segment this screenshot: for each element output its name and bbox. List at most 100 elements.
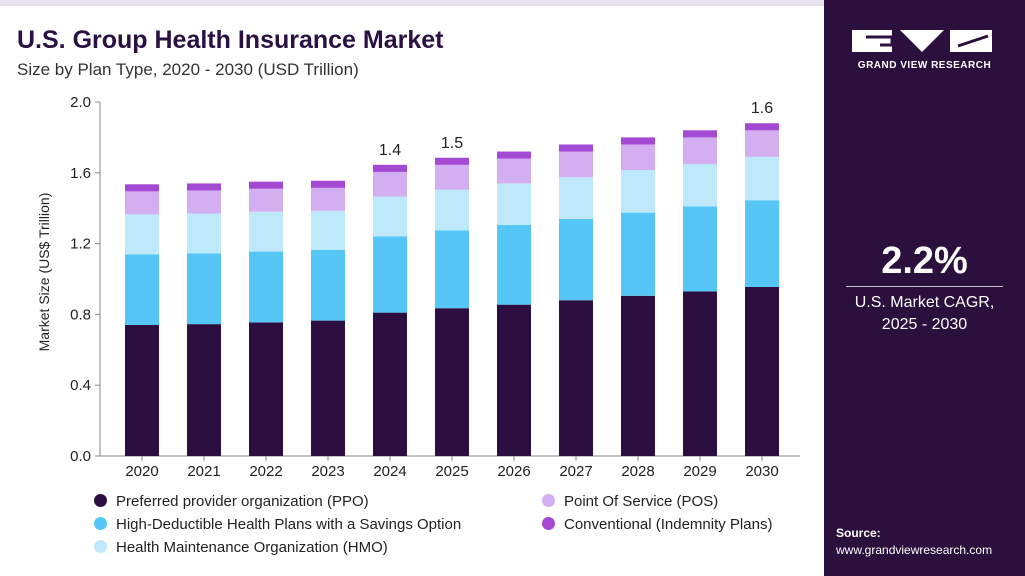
- bar-segment-ppo: [249, 322, 283, 456]
- legend-swatch-hmo: [94, 540, 107, 553]
- cagr-label-line2: 2025 - 2030: [881, 316, 968, 333]
- bar-segment-hmo: [683, 163, 717, 207]
- x-tick-label: 2022: [249, 463, 282, 480]
- bar-segment-hmo: [745, 156, 779, 201]
- x-tick-label: 2020: [125, 463, 158, 480]
- x-tick-label: 2027: [559, 463, 592, 480]
- top-border: [0, 0, 824, 6]
- bar-segment-pos: [559, 151, 593, 178]
- legend-item-pos: Point Of Service (POS): [542, 493, 718, 510]
- legend-label-pos: Point Of Service (POS): [564, 493, 719, 510]
- bar-segment-conventional: [745, 123, 779, 131]
- bar-segment-ppo: [125, 325, 159, 456]
- bar-segment-hdhp: [249, 251, 283, 323]
- bar-segment-ppo: [187, 324, 221, 456]
- bar-segment-pos: [249, 188, 283, 212]
- bar-segment-hdhp: [373, 236, 407, 313]
- y-tick-label: 0.8: [70, 306, 91, 323]
- legend-item-hdhp: High-Deductible Health Plans with a Savi…: [94, 516, 461, 533]
- bar-total-label: 1.5: [441, 135, 463, 152]
- bar-segment-pos: [125, 191, 159, 215]
- y-axis-label: Market Size (US$ Trillion): [36, 192, 52, 352]
- bar-segment-pos: [745, 130, 779, 157]
- y-tick-label: 0.4: [70, 377, 91, 394]
- bar-segment-conventional: [373, 164, 407, 172]
- bar-segment-conventional: [683, 130, 717, 138]
- bar-segment-ppo: [683, 291, 717, 456]
- x-tick-label: 2021: [187, 463, 220, 480]
- bar-segment-hmo: [125, 214, 159, 255]
- y-tick-label: 1.6: [70, 165, 91, 182]
- chart-subtitle: Size by Plan Type, 2020 - 2030 (USD Tril…: [17, 60, 359, 79]
- bar-segment-hdhp: [745, 200, 779, 287]
- legend-swatch-conventional: [542, 517, 555, 530]
- x-tick-label: 2024: [373, 463, 406, 480]
- bar-segment-ppo: [373, 312, 407, 456]
- bar-segment-pos: [497, 158, 531, 184]
- x-tick-label: 2028: [621, 463, 654, 480]
- bar-segment-conventional: [125, 184, 159, 192]
- legend-swatch-ppo: [94, 494, 107, 507]
- bar-segment-ppo: [621, 295, 655, 456]
- bar-segment-pos: [683, 137, 717, 164]
- x-tick-label: 2023: [311, 463, 344, 480]
- x-tick-label: 2025: [435, 463, 468, 480]
- bar-segment-ppo: [745, 286, 779, 456]
- chart-title: U.S. Group Health Insurance Market: [17, 26, 444, 54]
- legend-item-hmo: Health Maintenance Organization (HMO): [94, 539, 388, 556]
- source-label: Source:: [836, 526, 881, 540]
- legend-item-ppo: Preferred provider organization (PPO): [94, 493, 369, 510]
- source-url[interactable]: www.grandviewresearch.com: [836, 543, 993, 557]
- bar-segment-hmo: [497, 183, 531, 226]
- cagr-value: 2.2%: [881, 240, 968, 282]
- bar-segment-ppo: [559, 300, 593, 456]
- legend-label-hdhp: High-Deductible Health Plans with a Savi…: [116, 516, 462, 533]
- bar-segment-ppo: [435, 308, 469, 456]
- bar-segment-hdhp: [683, 206, 717, 292]
- legend-swatch-pos: [542, 494, 555, 507]
- legend-label-hmo: Health Maintenance Organization (HMO): [116, 539, 388, 556]
- bar-segment-hmo: [373, 196, 407, 237]
- y-tick-label: 1.2: [70, 236, 91, 253]
- bar-segment-hdhp: [435, 230, 469, 309]
- bar-segment-hmo: [621, 170, 655, 213]
- bar-segment-ppo: [497, 304, 531, 456]
- bar-total-label: 1.6: [751, 100, 773, 117]
- bar-segment-pos: [373, 171, 407, 197]
- brand-name: GRAND VIEW RESEARCH: [857, 60, 992, 71]
- bar-segment-hdhp: [559, 218, 593, 301]
- bar-segment-hdhp: [125, 254, 159, 326]
- y-tick-label: 0.0: [70, 448, 91, 465]
- legend-label-ppo: Preferred provider organization (PPO): [116, 493, 369, 510]
- cagr-label-line1: U.S. Market CAGR,: [854, 294, 995, 311]
- bar-segment-conventional: [559, 144, 593, 152]
- x-tick-label: 2026: [497, 463, 530, 480]
- bar-segment-conventional: [621, 137, 655, 145]
- stacked-bar-chart: 0.0 0.4 0.8 1.2 1.6 2.0 2020 2021 2022 2023 2024 20…: [70, 94, 800, 480]
- cagr-label: U.S. Market CAGR, 2025 - 2030: [824, 292, 1025, 336]
- bar-segment-hmo: [311, 210, 345, 250]
- x-tick-label: 2030: [745, 463, 778, 480]
- bar-segment-hdhp: [621, 212, 655, 296]
- bar-segment-hmo: [559, 177, 593, 219]
- bar-segment-conventional: [311, 180, 345, 188]
- bar-segment-hmo: [187, 213, 221, 254]
- bar-segment-conventional: [187, 183, 221, 191]
- legend-label-conventional: Conventional (Indemnity Plans): [564, 516, 773, 533]
- bar-segment-pos: [435, 164, 469, 190]
- bar-segment-hdhp: [187, 253, 221, 325]
- bar-segment-conventional: [497, 151, 531, 159]
- legend-swatch-hdhp: [94, 517, 107, 530]
- bar-segment-hdhp: [497, 225, 531, 305]
- bar-segment-conventional: [435, 157, 469, 165]
- x-tick-label: 2029: [683, 463, 716, 480]
- grand-view-research-logo: [852, 30, 992, 52]
- cagr-divider: [846, 286, 1003, 287]
- bar-segment-ppo: [311, 320, 345, 456]
- bar-segment-pos: [621, 144, 655, 171]
- legend-item-conventional: Conventional (Indemnity Plans): [542, 516, 772, 533]
- bar-segment-pos: [187, 190, 221, 214]
- bar-segment-hmo: [435, 189, 469, 231]
- y-tick-label: 2.0: [70, 94, 91, 111]
- sidebar-panel: GRAND VIEW RESEARCH 2.2% U.S. Market CAG…: [824, 0, 1025, 576]
